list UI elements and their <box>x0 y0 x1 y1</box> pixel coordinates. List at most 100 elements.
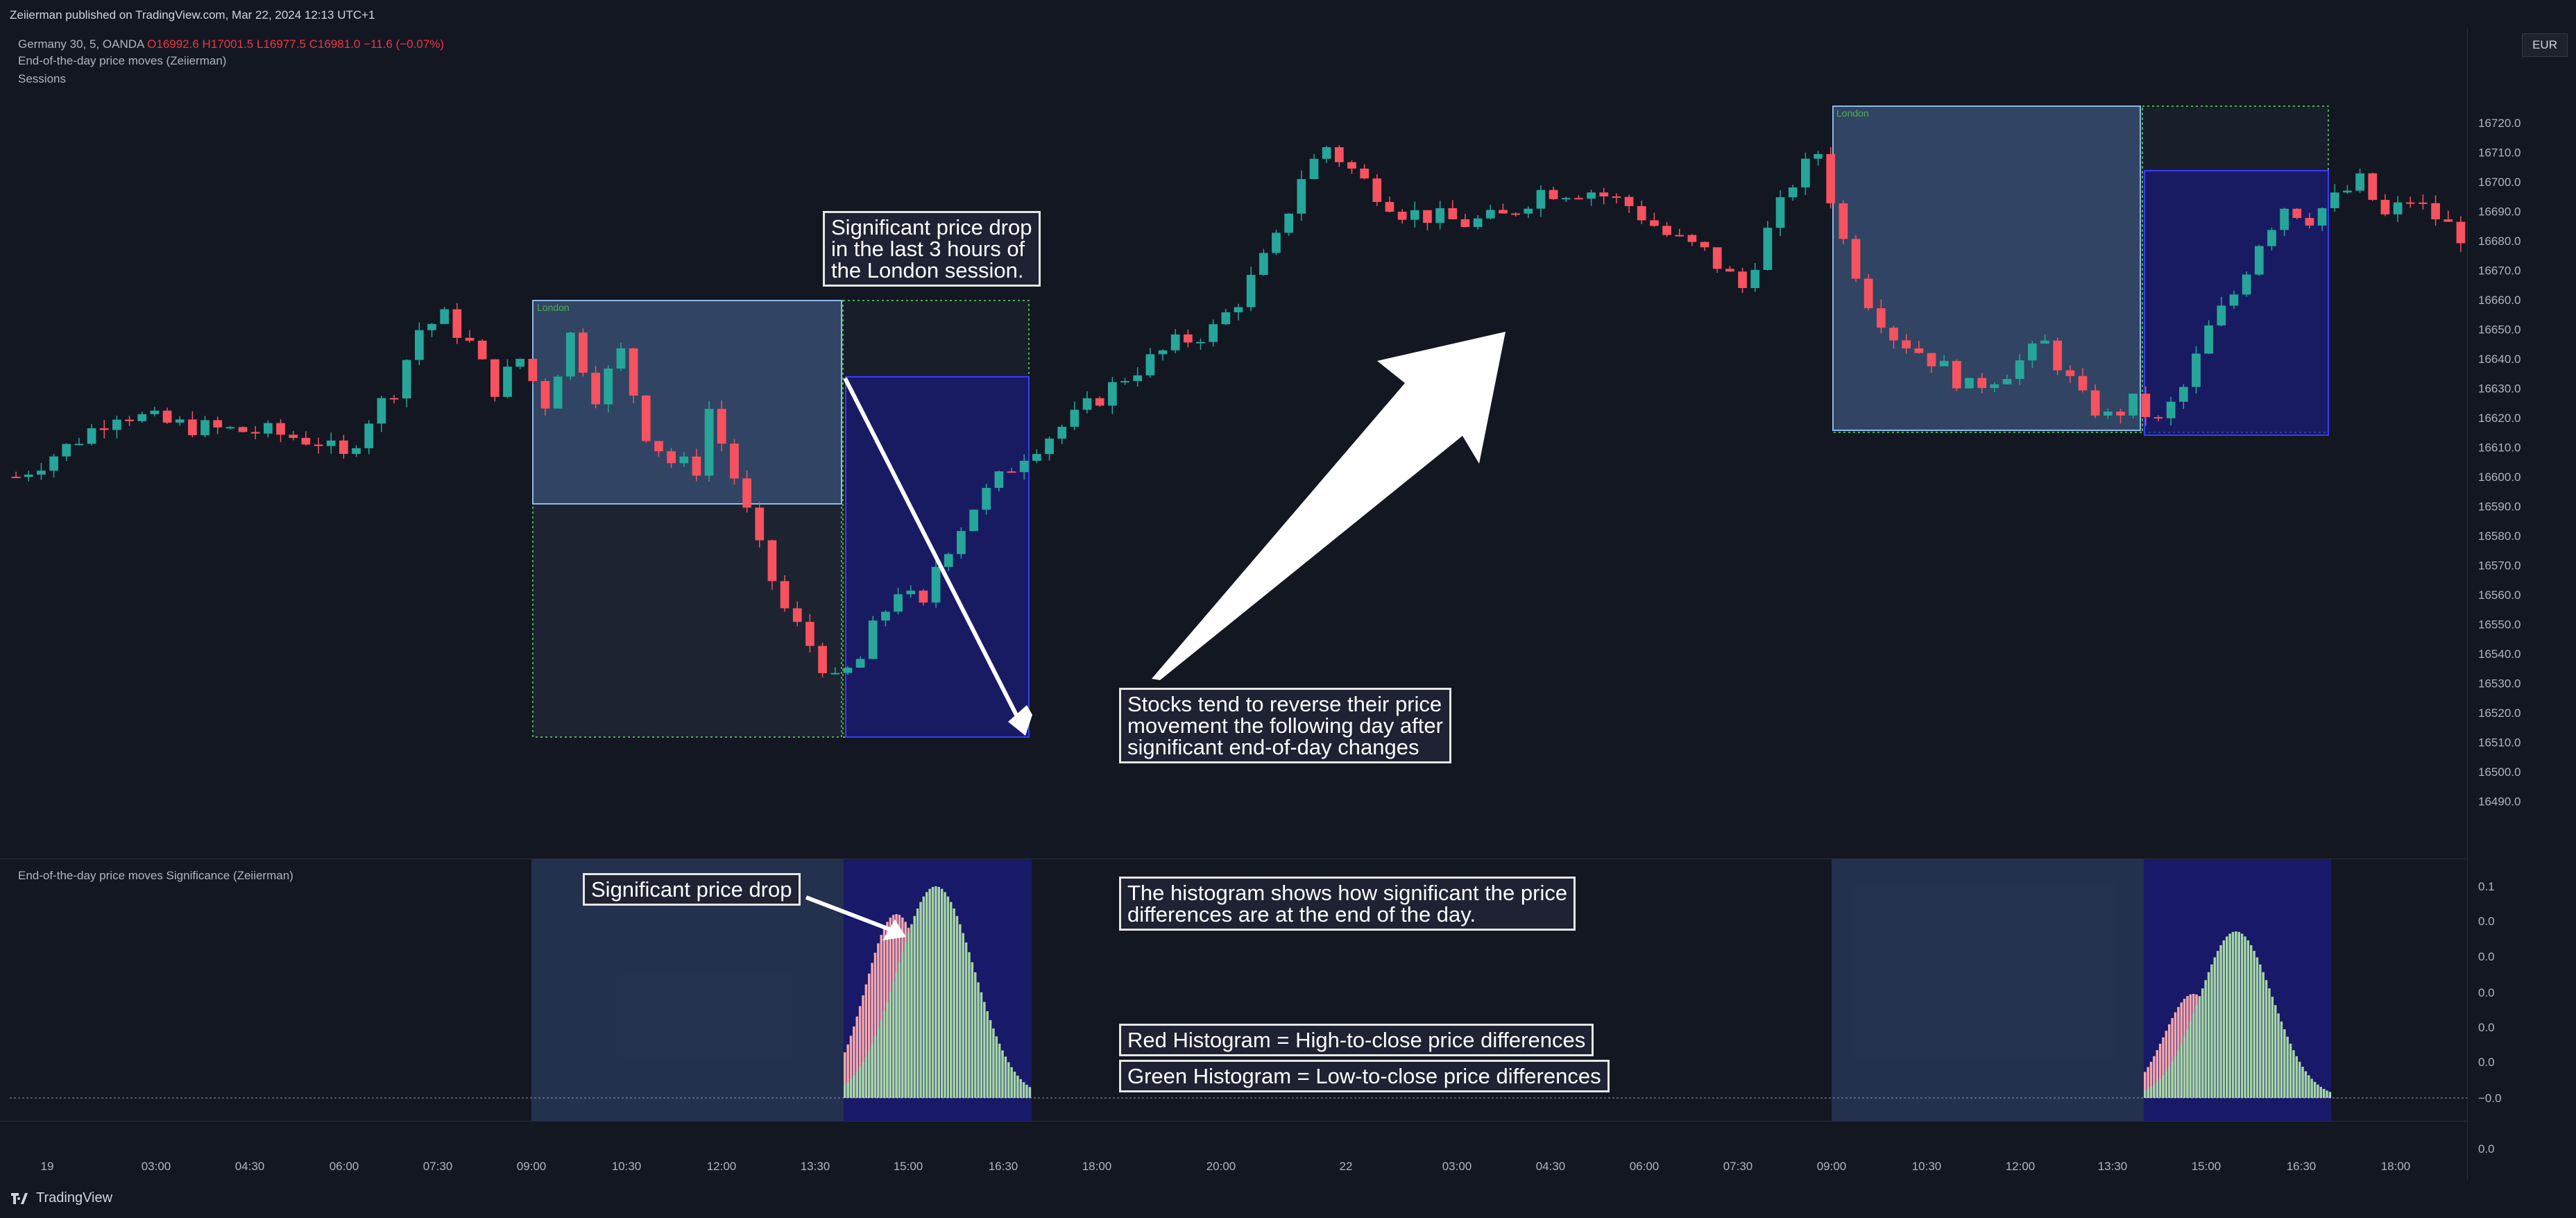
indicator-label[interactable]: End-of-the-day price moves (Zeiierman) <box>18 54 227 67</box>
candle <box>1939 361 1949 366</box>
annotation-histogram-explain: The histogram shows how significant the … <box>1119 877 1576 931</box>
candle <box>2280 208 2289 230</box>
price-tick: 16520.0 <box>2478 707 2520 720</box>
candle <box>2217 305 2226 325</box>
hist-bar-red <box>2144 1072 2147 1098</box>
hist-bar-green <box>2237 931 2240 1098</box>
hist-bar-green <box>944 892 946 1098</box>
candle <box>2090 390 2100 416</box>
candle <box>1990 384 1999 389</box>
sessions-label[interactable]: Sessions <box>18 72 66 85</box>
candle <box>1574 198 1583 200</box>
candle <box>1675 235 1684 237</box>
candle <box>1334 147 1344 162</box>
hist-bar-red <box>864 984 868 1098</box>
price-tick: 16580.0 <box>2478 530 2520 543</box>
hist-bar-green <box>2171 1061 2174 1098</box>
session-label-1: London <box>537 302 570 313</box>
candle <box>490 359 500 397</box>
hist-bar-red <box>2174 1012 2177 1098</box>
candle <box>175 419 185 423</box>
time-tick: 07:30 <box>1723 1160 1753 1173</box>
candle <box>24 474 33 477</box>
candle <box>1485 210 1495 219</box>
candle <box>1448 208 1458 219</box>
footer-bar <box>0 1180 2576 1218</box>
candle <box>805 622 814 646</box>
hist-bar-green <box>2255 957 2259 1098</box>
candle <box>654 441 663 452</box>
candle <box>843 668 853 673</box>
time-tick: 18:00 <box>2381 1160 2411 1173</box>
pane2-title[interactable]: End-of-the-day price moves Significance … <box>18 869 293 882</box>
price-tick: 16670.0 <box>2478 264 2520 277</box>
hist-bar-green <box>858 1067 862 1098</box>
price-tick: 16630.0 <box>2478 382 2520 395</box>
tradingview-brand[interactable]: TradingView <box>11 1190 112 1206</box>
candle <box>1536 189 1546 209</box>
candle <box>755 507 765 541</box>
hist-bar-red <box>2171 1017 2174 1098</box>
candle <box>1347 162 1356 169</box>
hist-bar-green <box>2264 980 2268 1098</box>
hist-bar-green <box>926 892 928 1098</box>
candle <box>440 309 450 324</box>
hist-bar-green <box>880 1020 882 1098</box>
candle <box>2002 379 2012 384</box>
currency-button[interactable]: EUR <box>2522 33 2568 57</box>
hist-bar-red <box>871 963 873 1098</box>
time-tick: 15:00 <box>894 1160 923 1173</box>
candle <box>1650 220 1659 226</box>
hist-bar-red <box>849 1035 853 1098</box>
candle <box>1839 203 1848 239</box>
candle <box>1246 275 1256 307</box>
annotation-drop-3h: Significant price drop in the last 3 hou… <box>823 211 1041 287</box>
candle <box>2015 360 2024 380</box>
hist-bar-green <box>2195 1005 2198 1098</box>
candle <box>1133 375 1143 382</box>
candle <box>1738 271 1747 289</box>
candle <box>352 448 361 455</box>
hist-bar-green <box>2216 951 2219 1098</box>
drop-arrow-head <box>1008 705 1032 736</box>
annotation-significant-drop: Significant price drop <box>583 873 801 906</box>
hist-bar-green <box>977 982 980 1098</box>
hist-bar-red <box>862 995 864 1098</box>
hist-bar-green <box>2253 951 2255 1098</box>
hist-bar-green <box>877 1028 880 1098</box>
hist-bar-green <box>2292 1050 2295 1098</box>
brand-name: TradingView <box>36 1190 113 1206</box>
hist-bar-green <box>2313 1081 2317 1098</box>
candle <box>629 348 638 396</box>
drop-arrow-line <box>843 377 1025 729</box>
hist-tick: 0.0 <box>2478 986 2495 999</box>
hist-bar-green <box>968 952 971 1098</box>
hist-bar-green <box>849 1079 853 1098</box>
time-tick: 15:00 <box>2192 1160 2221 1173</box>
candle <box>1120 381 1129 383</box>
hist-bar-red <box>853 1026 855 1098</box>
time-tick: 03:00 <box>1442 1160 1472 1173</box>
price-tick: 16590.0 <box>2478 500 2520 513</box>
candle <box>1385 202 1394 212</box>
hist-session-2 <box>1832 859 2144 1121</box>
candle <box>264 423 273 434</box>
candle <box>402 360 411 399</box>
candle <box>579 332 588 373</box>
hist-bar-green <box>998 1043 1001 1098</box>
price-tick: 16690.0 <box>2478 205 2520 218</box>
time-tick: 12:00 <box>2006 1160 2036 1173</box>
candle <box>1322 147 1331 159</box>
price-tick: 16530.0 <box>2478 677 2520 690</box>
price-tick: 16620.0 <box>2478 412 2520 425</box>
candle <box>1007 471 1016 473</box>
hist-bar-green <box>2271 997 2274 1098</box>
hist-bar-green <box>910 924 913 1098</box>
candle <box>11 476 21 478</box>
hist-bar-green <box>2289 1043 2292 1098</box>
candle <box>162 410 172 423</box>
hist-bar-green <box>2226 936 2228 1098</box>
hist-tick: 0.0 <box>2478 915 2495 928</box>
legend-symbol[interactable]: Germany 30, 5, OANDA O16992.6 H17001.5 L… <box>18 37 444 51</box>
price-tick: 16570.0 <box>2478 559 2520 572</box>
